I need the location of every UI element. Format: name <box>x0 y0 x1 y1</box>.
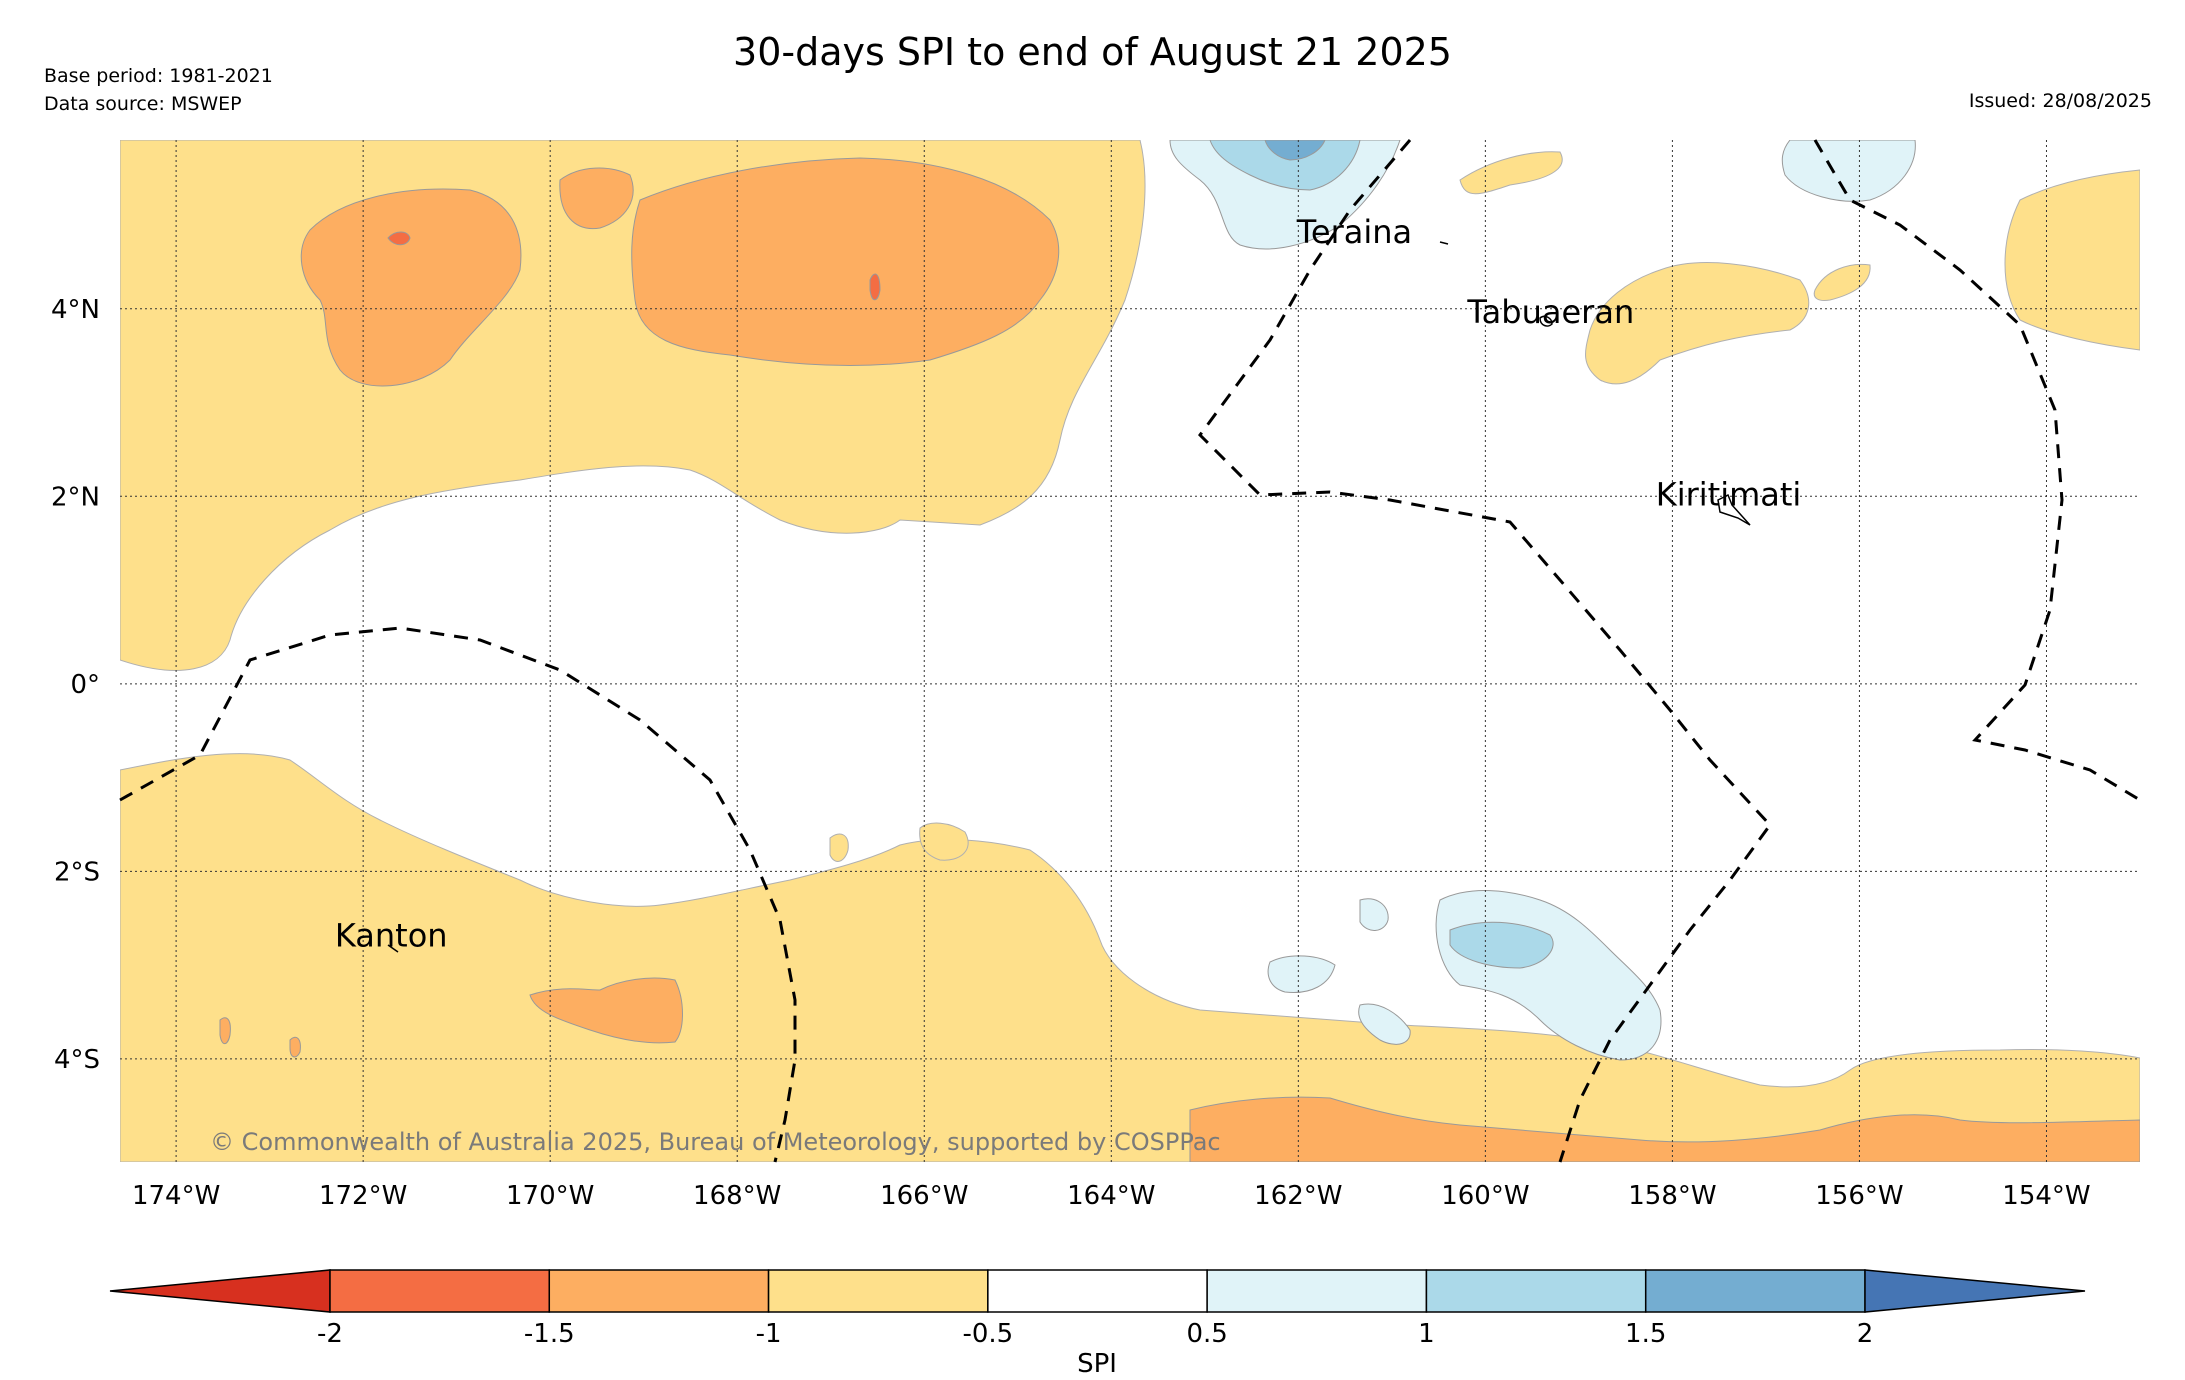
colorbar-segments <box>109 1269 2086 1313</box>
latitude-label: 0° <box>70 670 100 700</box>
colorbar-segment <box>1206 1269 1428 1313</box>
longitude-label: 160°W <box>1441 1181 1529 1211</box>
spi-region-moddry-s2 <box>1189 1096 2140 1162</box>
spi-region-high-north <box>1264 140 1326 161</box>
spi-region-moddry-n <box>631 157 1060 366</box>
map-metadata: Base period: 1981-2021 Data source: MSWE… <box>44 62 273 118</box>
colorbar-tick-label: -1.5 <box>524 1319 575 1349</box>
spi-region-mid-north <box>1209 140 1361 191</box>
spi-region-dry-northeast <box>2004 169 2140 351</box>
spi-region-dry-south-3 <box>829 833 849 862</box>
colorbar-tick-label: -0.5 <box>962 1319 1013 1349</box>
colorbar-tick-label: 2 <box>1857 1319 1874 1349</box>
island-tabuaeran <box>1539 315 1553 327</box>
copyright-notice: © Commonwealth of Australia 2025, Bureau… <box>210 1128 1221 1156</box>
base-period: Base period: 1981-2021 <box>44 65 273 87</box>
spi-region-moddry-n2 <box>559 167 634 230</box>
latitude-labels: 4°N 2°N 0° 2°S 4°S <box>51 295 100 1075</box>
colorbar-ticks: -2 -1.5 -1 -0.5 0.5 1 1.5 2 <box>317 1319 1873 1349</box>
longitude-label: 156°W <box>1815 1181 1903 1211</box>
colorbar-segment <box>987 1269 1208 1313</box>
latitude-label: 2°N <box>51 482 100 512</box>
islands <box>387 241 1751 953</box>
map-title: 30-days SPI to end of August 21 2025 <box>733 30 1452 74</box>
longitude-label: 166°W <box>880 1181 968 1211</box>
spi-colorbar: -2 -1.5 -1 -0.5 0.5 1 1.5 2 SPI <box>109 1269 2086 1379</box>
colorbar-tick-label: 1.5 <box>1625 1319 1666 1349</box>
colorbar-label: SPI <box>1077 1349 1117 1379</box>
eez-boundaries <box>119 139 2141 1163</box>
spi-region-moddry-nw <box>300 188 522 387</box>
spi-region-dry-south-2 <box>919 822 969 861</box>
longitude-label: 170°W <box>506 1181 594 1211</box>
island-teraina <box>1439 241 1449 245</box>
longitude-label: 172°W <box>319 1181 407 1211</box>
longitude-label: 162°W <box>1254 1181 1342 1211</box>
spi-region-sevdry-1 <box>387 231 411 246</box>
place-label: Kiritimati <box>1656 476 1802 514</box>
longitude-label: 164°W <box>1067 1181 1155 1211</box>
spi-region-moddry-s1 <box>529 977 683 1044</box>
longitude-label: 158°W <box>1628 1181 1716 1211</box>
longitude-labels: 174°W 172°W 170°W 168°W 166°W 164°W 162°W 160°W… <box>132 1181 2091 1211</box>
spi-region-dry-ne-small <box>1813 263 1871 301</box>
place-label: Kanton <box>335 916 448 954</box>
eez-boundary-line-islands <box>1198 139 1772 1163</box>
spi-region-wet-south-4 <box>1359 898 1389 931</box>
spi-region-wet-south-2 <box>1267 955 1336 994</box>
spi-region-mid-south <box>1449 921 1554 969</box>
latitude-label: 4°S <box>54 1045 100 1075</box>
colorbar-tick-label: 1 <box>1418 1319 1435 1349</box>
longitude-label: 168°W <box>693 1181 781 1211</box>
place-label: Teraina <box>1296 213 1412 251</box>
spi-region-moddry-s3 <box>219 1017 231 1045</box>
spi-region-sevdry-2 <box>869 273 881 301</box>
colorbar-segment <box>1644 1269 1866 1313</box>
colorbar-tick-label: 0.5 <box>1186 1319 1227 1349</box>
colorbar-tick-label: -2 <box>317 1319 343 1349</box>
issued-date: Issued: 28/08/2025 <box>1968 90 2152 112</box>
longitude-label: 154°W <box>2002 1181 2090 1211</box>
spi-region-moddry-s4 <box>289 1036 301 1058</box>
spi-contours <box>120 140 2140 1162</box>
spi-region-dry-north-2 <box>1459 151 1563 195</box>
colorbar-segment <box>767 1269 989 1313</box>
latitude-label: 2°S <box>54 857 100 887</box>
longitude-label: 174°W <box>132 1181 220 1211</box>
colorbar-extend-high <box>1864 1269 2086 1313</box>
colorbar-segment <box>1425 1269 1647 1313</box>
eez-boundary-phoenix <box>119 626 797 1163</box>
latitude-label: 4°N <box>51 295 100 325</box>
spi-region-wet-south-3 <box>1358 1003 1411 1045</box>
spi-region-dry-south <box>120 753 2140 1162</box>
colorbar-segment <box>329 1269 551 1313</box>
colorbar-extend-low <box>109 1269 331 1313</box>
spi-region-wet-ne <box>1781 140 1916 202</box>
place-labels: Teraina Tabuaeran Kiritimati Kanton <box>335 213 1801 954</box>
gridlines <box>120 140 2140 1162</box>
island-kanton <box>387 944 399 953</box>
spi-region-dry-tabuaeran <box>1585 262 1810 385</box>
colorbar-tick-label: -1 <box>756 1319 782 1349</box>
eez-boundary-line-islands-east <box>1813 139 2141 802</box>
island-kiritimati <box>1717 493 1751 526</box>
colorbar-segment <box>548 1269 770 1313</box>
place-label: Tabuaeran <box>1466 293 1634 331</box>
data-source: Data source: MSWEP <box>44 93 242 115</box>
